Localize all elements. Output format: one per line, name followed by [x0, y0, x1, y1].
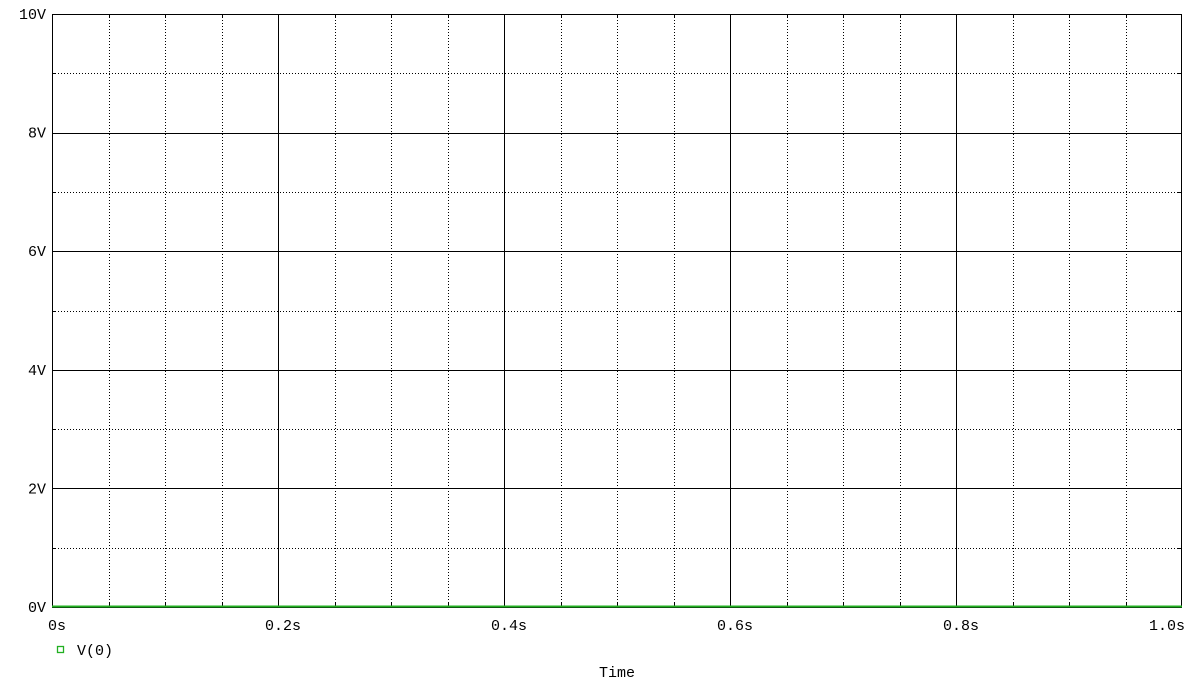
legend: V(0) — [56, 643, 113, 660]
x-axis-label: Time — [599, 665, 635, 682]
legend-label: V(0) — [77, 643, 113, 660]
x-tick-label: 0.4s — [491, 618, 527, 635]
y-tick-label: 6V — [28, 244, 46, 261]
x-tick-label: 0.8s — [943, 618, 979, 635]
x-tick-label: 1.0s — [1149, 618, 1185, 635]
x-tick-label: 0s — [48, 618, 66, 635]
x-tick-label: 0.2s — [265, 618, 301, 635]
y-tick-label: 2V — [28, 481, 46, 498]
y-tick-label: 4V — [28, 363, 46, 380]
y-tick-label: 8V — [28, 126, 46, 143]
major-grid — [52, 14, 1182, 607]
tick-labels: 0s 0.2s 0.4s 0.6s 0.8s 1.0s 0V 2V 4V 6V 8V 10V — [19, 7, 1185, 635]
x-tick-label: 0.6s — [717, 618, 753, 635]
minor-grid — [52, 14, 1182, 607]
y-tick-label: 10V — [19, 7, 46, 24]
y-tick-label: 0V — [28, 600, 46, 617]
legend-marker — [56, 645, 65, 654]
